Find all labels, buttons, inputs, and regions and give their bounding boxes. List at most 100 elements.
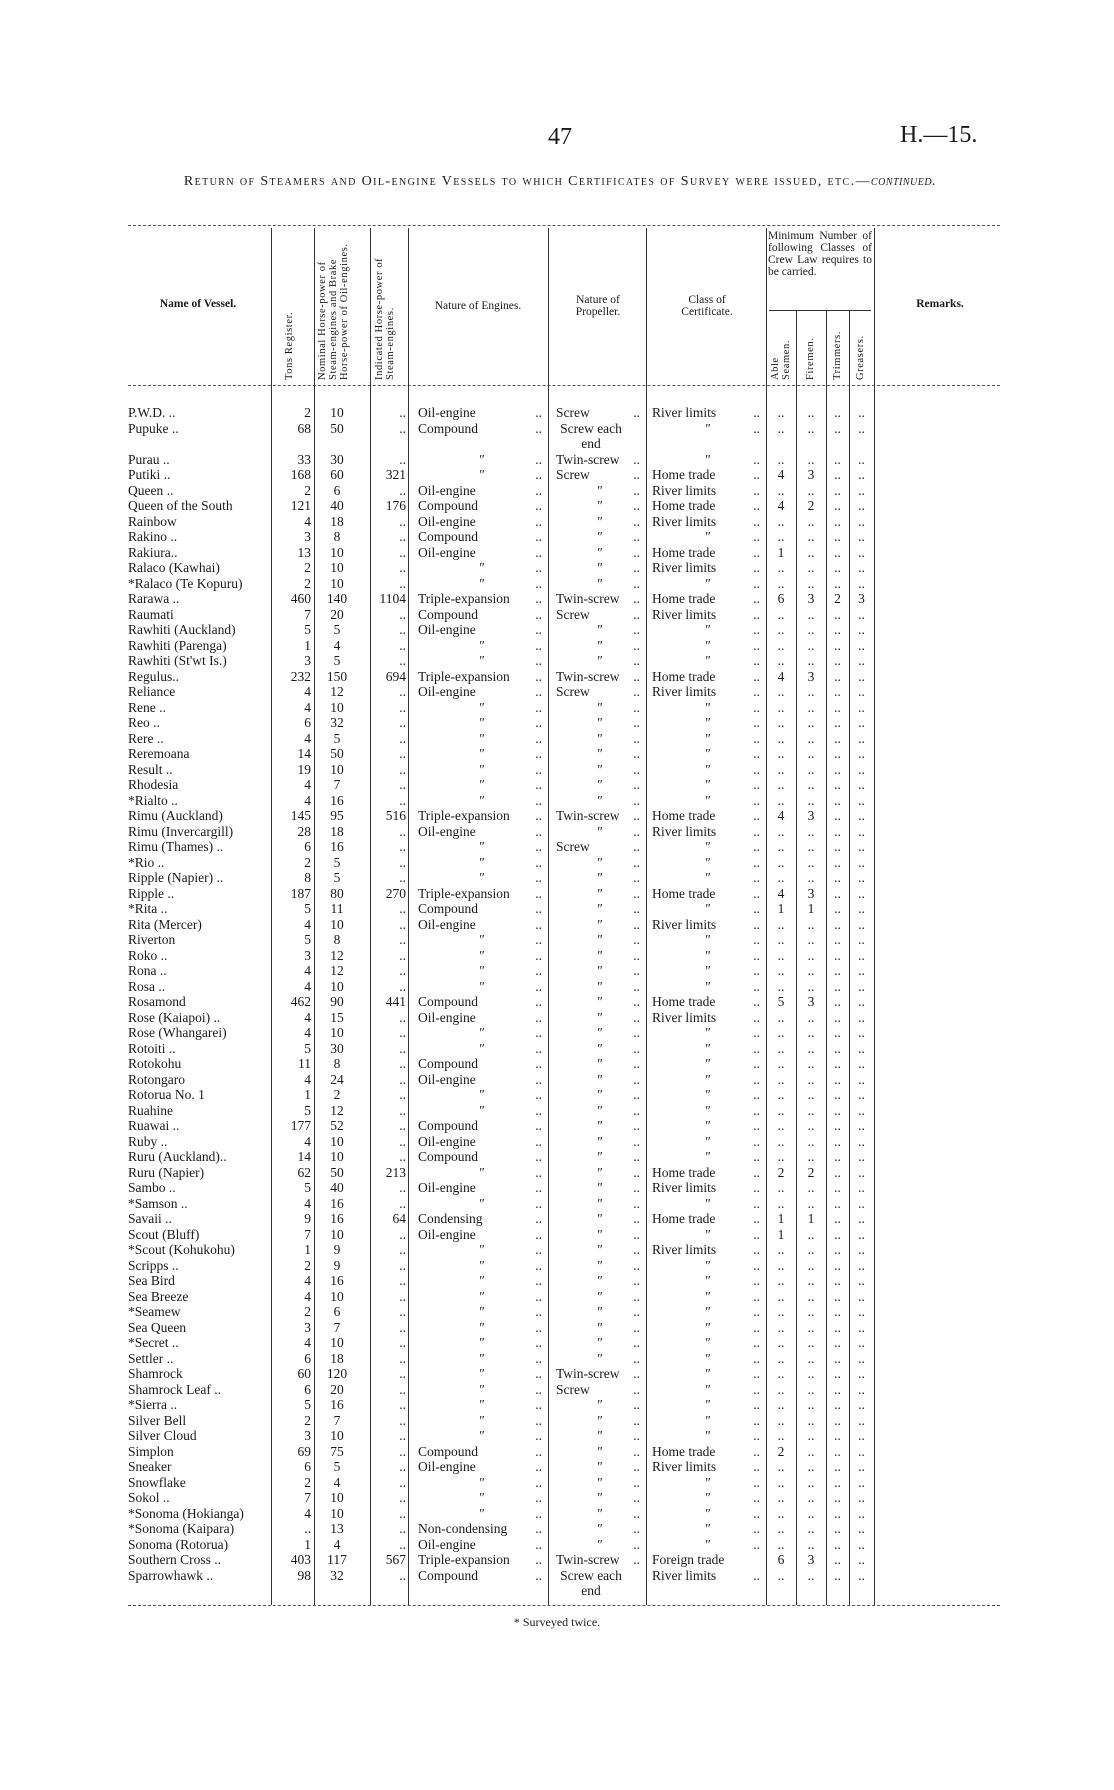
propeller-nature: ″	[556, 1521, 644, 1537]
engine-nature: Triple-expansion	[418, 808, 546, 824]
vessel-name: Ruahine	[128, 1102, 173, 1118]
header-nominal-hp: Nominal Horse-power of Steam-engines and…	[317, 243, 350, 380]
trimmers-count: ..	[834, 1474, 841, 1490]
greasers-count: ..	[858, 1397, 865, 1412]
engine-nature: ″	[418, 1103, 546, 1119]
trimmers-count: ..	[834, 1412, 841, 1428]
firemen-count: ..	[807, 1319, 815, 1335]
engine-nature: Oil-engine	[418, 917, 546, 933]
nominal-horse-power: 18	[330, 513, 344, 529]
engine-nature: ″	[418, 948, 546, 964]
indicated-horse-power: ..	[399, 1195, 406, 1211]
vessel-name: Rotongaro	[128, 1071, 185, 1087]
header-tons: Tons Register.	[284, 311, 295, 380]
vessel-name: Reliance	[128, 684, 176, 699]
vessel-name: Putiki ..	[128, 467, 171, 482]
able-seamen-count: ..	[777, 1195, 785, 1211]
tons-register: 460	[290, 591, 311, 606]
greasers-count: ..	[858, 854, 865, 870]
indicated-horse-power: ..	[399, 1366, 406, 1381]
vessel-name: Queen of the South	[128, 498, 233, 513]
greasers-count: ..	[858, 901, 865, 916]
greasers-count: ..	[858, 1040, 865, 1056]
engine-nature: Oil-engine	[418, 1227, 546, 1243]
tons-register: 33	[297, 451, 312, 467]
firemen-count: ..	[807, 513, 815, 529]
firemen-count: ..	[807, 1567, 815, 1583]
vessel-name: Sea Bird	[128, 1273, 175, 1288]
engine-nature: ″	[418, 1258, 546, 1274]
vessel-name: Rosamond	[128, 994, 186, 1009]
propeller-nature: ″	[556, 529, 644, 545]
indicated-horse-power: ..	[399, 405, 406, 420]
greasers-count: ..	[858, 1505, 865, 1521]
vessel-name: Rotokohu	[128, 1056, 182, 1071]
nominal-horse-power: 4	[333, 637, 341, 653]
propeller-nature: ″	[556, 1227, 644, 1243]
vessel-name: Silver Bell	[128, 1412, 187, 1428]
greasers-count: ..	[858, 575, 865, 591]
trimmers-count: ..	[834, 761, 841, 777]
engine-nature: ″	[418, 1490, 546, 1506]
able-seamen-count: ..	[777, 653, 785, 668]
nominal-horse-power: 10	[330, 978, 344, 994]
firemen-count: 1	[807, 901, 815, 916]
propeller-nature: ″	[556, 1087, 644, 1103]
engine-nature: Compound	[418, 607, 546, 623]
certificate-class: ″	[652, 731, 764, 747]
firemen-count: ..	[807, 1443, 815, 1459]
able-seamen-count: ..	[777, 1102, 785, 1118]
trimmers-count: ..	[834, 963, 841, 978]
certificate-class: ″	[652, 1397, 764, 1413]
trimmers-count: ..	[834, 622, 841, 637]
tons-register: 4	[304, 1025, 311, 1040]
vessel-name: *Sonoma (Kaipara)	[128, 1521, 235, 1536]
able-seamen-count: ..	[777, 854, 785, 870]
greasers-count: ..	[858, 1335, 865, 1350]
firemen-count: ..	[807, 1133, 815, 1149]
firemen-count: 3	[807, 1552, 815, 1567]
firemen-count: ..	[807, 1459, 815, 1474]
nominal-horse-power: 10	[330, 1505, 344, 1521]
trimmers-count: ..	[834, 544, 841, 560]
greasers-count: ..	[858, 1319, 865, 1335]
propeller-nature: ″	[556, 545, 644, 561]
tons-register: 4	[304, 777, 311, 792]
indicated-horse-power: ..	[399, 1397, 406, 1412]
nominal-horse-power: 117	[327, 1552, 347, 1567]
greasers-count: ..	[858, 513, 865, 529]
firemen-count: ..	[807, 1304, 815, 1319]
engine-nature: ″	[418, 1196, 546, 1212]
nominal-horse-power: 10	[330, 1025, 344, 1040]
vessel-name: Ruawai ..	[128, 1118, 180, 1133]
indicated-horse-power: ..	[399, 715, 406, 730]
vessel-name: Savaii ..	[128, 1211, 172, 1226]
tons-register: 7	[304, 606, 311, 622]
indicated-horse-power: ..	[399, 1428, 406, 1443]
trimmers-count: ..	[834, 467, 841, 482]
trimmers-count: ..	[834, 1443, 841, 1459]
greasers-count: ..	[858, 699, 865, 715]
indicated-horse-power: ..	[399, 1087, 406, 1102]
engine-nature: ″	[418, 467, 546, 483]
vessel-name: Ruru (Auckland)..	[128, 1149, 227, 1164]
able-seamen-count: ..	[777, 1025, 785, 1040]
firemen-count: 3	[807, 467, 815, 482]
firemen-count: ..	[807, 870, 815, 885]
trimmers-count: ..	[834, 1195, 841, 1211]
engine-nature: Oil-engine	[418, 514, 546, 530]
firemen-count: ..	[807, 1536, 815, 1552]
nominal-horse-power: 40	[330, 498, 344, 513]
propeller-nature: ″	[556, 1180, 644, 1196]
greasers-count: ..	[858, 1102, 865, 1118]
vessel-name: Ruby ..	[128, 1133, 168, 1149]
vessel-name: Pupuke ..	[128, 420, 179, 436]
propeller-nature: ″	[556, 1056, 644, 1072]
nominal-horse-power: 13	[330, 1521, 344, 1536]
engine-nature: Compound	[418, 421, 546, 437]
vessel-name: Scripps ..	[128, 1257, 179, 1273]
tons-register: 2	[304, 1304, 311, 1319]
able-seamen-count: 4	[777, 808, 785, 823]
able-seamen-count: ..	[777, 1490, 785, 1505]
vessel-name: Sneaker	[128, 1459, 172, 1474]
